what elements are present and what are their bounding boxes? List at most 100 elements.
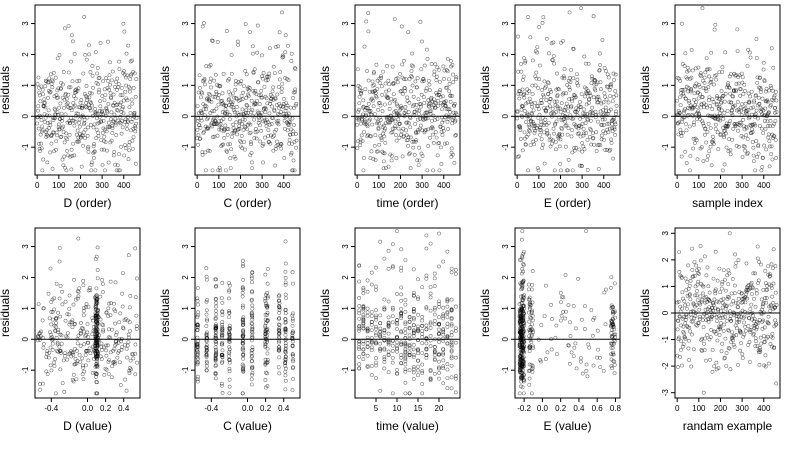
- y-tick-label: 1: [21, 83, 30, 88]
- data-point: [61, 70, 66, 74]
- data-point: [217, 123, 222, 128]
- data-point: [106, 359, 111, 364]
- data-point: [81, 283, 86, 288]
- data-point: [420, 154, 425, 159]
- data-point: [265, 346, 270, 351]
- data-point: [42, 119, 47, 124]
- data-point: [103, 113, 108, 118]
- data-point: [773, 106, 778, 110]
- data-point: [608, 83, 613, 87]
- data-point: [283, 311, 288, 316]
- data-point: [365, 289, 370, 294]
- data-point: [752, 98, 757, 103]
- data-point: [115, 102, 120, 107]
- data-point: [697, 84, 702, 89]
- data-point: [738, 93, 743, 98]
- data-point: [528, 315, 532, 320]
- data-point: [204, 64, 209, 69]
- data-point: [374, 308, 378, 313]
- data-point: [695, 289, 699, 293]
- data-point: [237, 119, 242, 123]
- data-point: [95, 276, 100, 281]
- data-point: [128, 294, 133, 298]
- data-point: [424, 116, 429, 121]
- data-point: [736, 305, 741, 309]
- data-point: [263, 331, 268, 336]
- data-point: [219, 296, 224, 301]
- data-point: [361, 341, 366, 346]
- data-point: [48, 150, 53, 155]
- data-point: [403, 369, 408, 374]
- data-point: [719, 321, 723, 325]
- data-point: [55, 88, 60, 93]
- data-point: [521, 295, 526, 300]
- data-point: [227, 349, 232, 354]
- data-point: [428, 291, 433, 296]
- data-point: [774, 110, 779, 114]
- data-point: [567, 87, 572, 92]
- data-point: [239, 79, 244, 84]
- data-point: [741, 117, 745, 122]
- data-point: [104, 107, 109, 111]
- data-point: [108, 82, 113, 87]
- data-point: [766, 264, 770, 269]
- data-point: [118, 93, 123, 98]
- data-point: [272, 108, 277, 113]
- data-point: [52, 360, 56, 365]
- data-point: [361, 352, 366, 356]
- data-point: [735, 49, 740, 54]
- data-point: [58, 284, 63, 288]
- data-point: [751, 323, 756, 328]
- data-point: [526, 15, 530, 19]
- data-point: [374, 317, 378, 322]
- data-point: [736, 81, 741, 86]
- data-point: [395, 343, 399, 348]
- data-point: [565, 168, 570, 173]
- data-point: [708, 126, 713, 130]
- data-point: [766, 321, 771, 326]
- data-point: [258, 123, 262, 128]
- data-point: [609, 341, 614, 346]
- data-point: [541, 92, 546, 97]
- data-point: [438, 88, 442, 92]
- data-point: [282, 118, 287, 123]
- data-point: [213, 330, 218, 335]
- data-point: [432, 371, 437, 376]
- data-point: [118, 114, 123, 119]
- data-point: [769, 283, 774, 288]
- data-point: [278, 141, 283, 146]
- data-point: [428, 344, 433, 349]
- data-point: [130, 58, 134, 63]
- data-point: [701, 390, 706, 395]
- data-point: [445, 297, 450, 301]
- data-point: [107, 87, 111, 92]
- data-point: [395, 292, 399, 296]
- x-tick-label: 0: [675, 404, 680, 413]
- data-point: [600, 37, 605, 42]
- data-point: [690, 105, 695, 110]
- data-point: [570, 128, 574, 133]
- data-point: [706, 284, 711, 289]
- data-point: [535, 123, 540, 128]
- data-point: [95, 71, 100, 76]
- data-point: [581, 131, 586, 136]
- data-point: [599, 137, 604, 142]
- data-point: [756, 278, 761, 283]
- data-point: [584, 369, 589, 373]
- data-point: [731, 299, 736, 303]
- data-point: [693, 84, 698, 89]
- data-point: [387, 82, 392, 87]
- data-point: [75, 128, 80, 133]
- data-point: [561, 91, 566, 96]
- data-point: [124, 388, 129, 393]
- data-point: [380, 109, 385, 114]
- data-point: [726, 268, 731, 273]
- data-point: [569, 350, 574, 355]
- data-point: [700, 318, 705, 322]
- data-point: [400, 62, 405, 67]
- data-point: [733, 300, 738, 305]
- data-point: [365, 328, 370, 333]
- data-point: [445, 304, 450, 309]
